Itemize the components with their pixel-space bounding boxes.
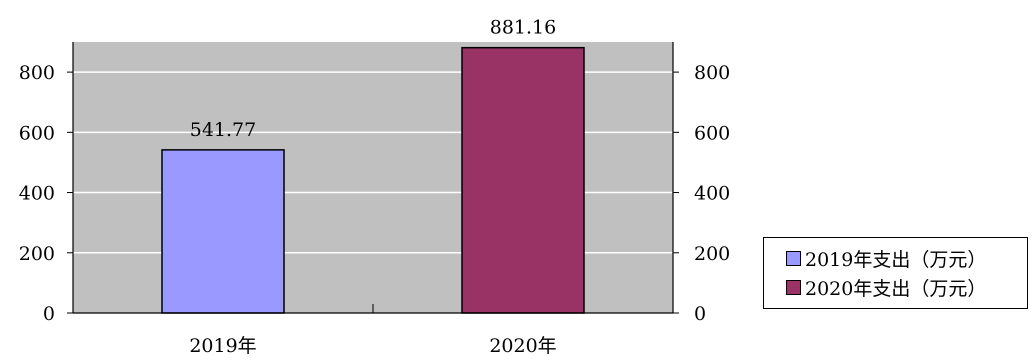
y-tick-label-right: 800 (694, 62, 730, 84)
x-tick-label: 2019年 (189, 335, 256, 357)
y-tick-label-right: 200 (694, 243, 730, 265)
y-tick-label-left: 0 (43, 303, 55, 325)
data-label: 881.16 (490, 17, 556, 39)
y-tick-label-left: 400 (19, 183, 55, 205)
bar-2019年 (161, 149, 285, 314)
y-tick-label-right: 600 (694, 122, 730, 144)
bar-2020年 (461, 46, 585, 314)
labels: 0 0 200 200 400 400 600 600 800 800 541.77 2019年 881… (19, 17, 731, 357)
y-tick-label-left: 600 (19, 122, 55, 144)
legend: 2019年支出（万元） 2020年支出（万元） (763, 237, 1028, 309)
axes (67, 42, 679, 314)
y-tick-label-left: 200 (19, 243, 55, 265)
y-tick-label-right: 0 (694, 303, 706, 325)
legend-label-2019: 2019年支出（万元） (805, 249, 987, 271)
legend-label-2020: 2020年支出（万元） (805, 278, 987, 300)
legend-item-2019: 2019年支出（万元） (786, 244, 1027, 273)
y-tick-label-right: 400 (694, 183, 730, 205)
x-tick-label: 2020年 (489, 335, 556, 357)
legend-item-2020: 2020年支出（万元） (786, 273, 1027, 302)
legend-swatch-2019 (786, 251, 801, 266)
data-label: 541.77 (190, 119, 256, 141)
legend-swatch-2020 (786, 280, 801, 295)
y-tick-label-left: 800 (19, 62, 55, 84)
